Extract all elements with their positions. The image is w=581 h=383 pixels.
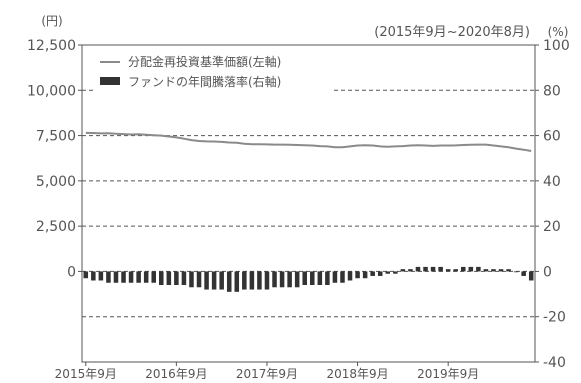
bar-mark bbox=[121, 271, 126, 283]
bar-mark bbox=[294, 271, 300, 288]
bar-mark bbox=[219, 271, 224, 290]
bar-mark bbox=[461, 266, 466, 272]
legend-background bbox=[96, 52, 334, 96]
bar-mark bbox=[453, 269, 458, 272]
bar-mark bbox=[385, 271, 391, 274]
bar-mark bbox=[355, 271, 360, 279]
bar-mark bbox=[302, 271, 307, 286]
x-tick-label: 2018年9月 bbox=[326, 367, 388, 381]
bar-mark bbox=[491, 269, 496, 272]
legend-bar-swatch bbox=[100, 77, 120, 85]
gridlines bbox=[82, 89, 535, 318]
right-tick-label: 100 bbox=[543, 38, 570, 54]
bar-mark bbox=[264, 271, 270, 290]
bar-mark bbox=[325, 271, 330, 286]
bar-mark bbox=[234, 271, 240, 292]
line-path bbox=[85, 131, 532, 152]
bar-mark bbox=[143, 271, 149, 283]
plot-frame bbox=[81, 44, 536, 363]
left-tick-label: 5,000 bbox=[36, 174, 76, 190]
bar-mark bbox=[91, 271, 96, 281]
bar-mark bbox=[257, 271, 262, 290]
x-tick-label: 2015年9月 bbox=[55, 367, 117, 381]
line-series bbox=[85, 131, 532, 152]
bar-mark bbox=[151, 271, 156, 283]
x-tick-label: 2019年9月 bbox=[417, 367, 479, 381]
bar-mark bbox=[189, 271, 194, 288]
bar-mark bbox=[332, 271, 338, 283]
bar-mark bbox=[476, 266, 481, 272]
left-tick-label: 12,500 bbox=[27, 38, 76, 54]
bar-mark bbox=[498, 269, 504, 272]
right-tick-label: 80 bbox=[543, 83, 561, 99]
bar-mark bbox=[415, 266, 421, 272]
bar-mark bbox=[430, 266, 436, 272]
bar-mark bbox=[528, 271, 534, 281]
right-tick-label: -20 bbox=[543, 310, 566, 326]
bar-mark bbox=[166, 271, 172, 286]
chart-subtitle: (2015年9月~2020年8月) bbox=[374, 25, 530, 40]
x-axis: 2015年9月 2016年9月 2017年9月 2018年9月 2019年9月 bbox=[55, 362, 479, 381]
bar-mark bbox=[362, 271, 368, 279]
bar-mark bbox=[408, 269, 413, 272]
legend: 分配金再投資基準価額(左軸) ファンドの年間騰落率(右軸) bbox=[96, 52, 334, 96]
bar-mark bbox=[438, 266, 443, 272]
bar-mark bbox=[513, 271, 519, 273]
right-tick-label: 60 bbox=[543, 129, 561, 145]
legend-label: ファンドの年間騰落率(右軸) bbox=[128, 74, 281, 89]
right-axis: 100 80 60 40 20 0 -20 -40 bbox=[535, 38, 570, 371]
right-axis-unit: (%) bbox=[548, 25, 569, 39]
right-tick-label: 20 bbox=[543, 219, 561, 235]
bar-mark bbox=[521, 271, 526, 276]
bar-mark bbox=[423, 266, 428, 272]
bar-mark bbox=[211, 271, 217, 290]
x-tick-label: 2016年9月 bbox=[145, 367, 207, 381]
bar-mark bbox=[506, 269, 511, 272]
bar-mark bbox=[98, 271, 104, 281]
bar-mark bbox=[340, 271, 345, 283]
left-tick-label: 7,500 bbox=[36, 129, 76, 145]
left-axis: 12,500 10,000 7,500 5,000 2,500 0 bbox=[27, 38, 82, 280]
bar-mark bbox=[174, 271, 179, 286]
bar-mark bbox=[196, 271, 202, 288]
bar-mark bbox=[181, 271, 187, 286]
bar-mark bbox=[393, 271, 398, 274]
bar-mark bbox=[317, 271, 323, 286]
bar-mark bbox=[226, 271, 232, 292]
bar-mark bbox=[445, 269, 451, 272]
right-tick-label: 0 bbox=[543, 264, 552, 280]
bar-mark bbox=[483, 269, 489, 272]
left-tick-label: 0 bbox=[67, 264, 76, 280]
bar-mark bbox=[136, 271, 141, 283]
bar-mark bbox=[83, 271, 89, 279]
x-tick-label: 2017年9月 bbox=[236, 367, 298, 381]
bar-mark bbox=[272, 271, 277, 288]
right-tick-label: -40 bbox=[543, 355, 566, 371]
right-tick-label: 40 bbox=[543, 174, 561, 190]
left-axis-unit: (円) bbox=[41, 14, 62, 28]
bar-mark bbox=[204, 271, 209, 290]
bar-mark bbox=[242, 271, 247, 290]
left-tick-label: 2,500 bbox=[36, 219, 76, 235]
bar-mark bbox=[468, 266, 474, 272]
bar-mark bbox=[287, 271, 292, 288]
bar-mark bbox=[106, 271, 111, 283]
bar-mark bbox=[113, 271, 119, 283]
bar-mark bbox=[370, 271, 375, 276]
bar-mark bbox=[400, 269, 406, 272]
bar-mark bbox=[310, 271, 315, 286]
bar-series bbox=[83, 266, 534, 292]
left-tick-label: 10,000 bbox=[27, 83, 76, 99]
bar-mark bbox=[249, 271, 255, 290]
bar-mark bbox=[128, 271, 134, 283]
bar-mark bbox=[279, 271, 285, 288]
bar-mark bbox=[347, 271, 353, 281]
bar-mark bbox=[159, 271, 164, 286]
bar-mark bbox=[377, 271, 383, 276]
legend-label: 分配金再投資基準価額(左軸) bbox=[128, 54, 281, 69]
